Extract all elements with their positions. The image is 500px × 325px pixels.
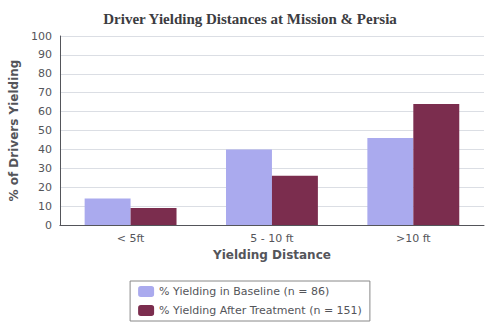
- svg-text:>10 ft: >10 ft: [396, 232, 431, 245]
- svg-text:% Yielding After Treatment (n: % Yielding After Treatment (n = 151): [159, 304, 362, 317]
- svg-text:50: 50: [38, 124, 52, 137]
- svg-text:30: 30: [38, 162, 52, 175]
- svg-text:100: 100: [31, 30, 52, 43]
- svg-text:70: 70: [38, 86, 52, 99]
- svg-text:< 5ft: < 5ft: [117, 232, 145, 245]
- svg-text:5 - 10 ft: 5 - 10 ft: [250, 232, 294, 245]
- svg-text:80: 80: [38, 67, 52, 80]
- svg-text:90: 90: [38, 48, 52, 61]
- svg-text:60: 60: [38, 105, 52, 118]
- svg-text:% Yielding in Baseline (n = 86: % Yielding in Baseline (n = 86): [159, 285, 329, 298]
- svg-text:20: 20: [38, 181, 52, 194]
- svg-text:40: 40: [38, 143, 52, 156]
- svg-text:Driver Yielding Distances at M: Driver Yielding Distances at Mission & P…: [103, 11, 397, 27]
- svg-text:% of Drivers Yielding: % of Drivers Yielding: [7, 60, 21, 202]
- svg-text:Yielding Distance: Yielding Distance: [212, 248, 331, 262]
- svg-text:10: 10: [38, 200, 52, 213]
- svg-text:0: 0: [45, 219, 52, 232]
